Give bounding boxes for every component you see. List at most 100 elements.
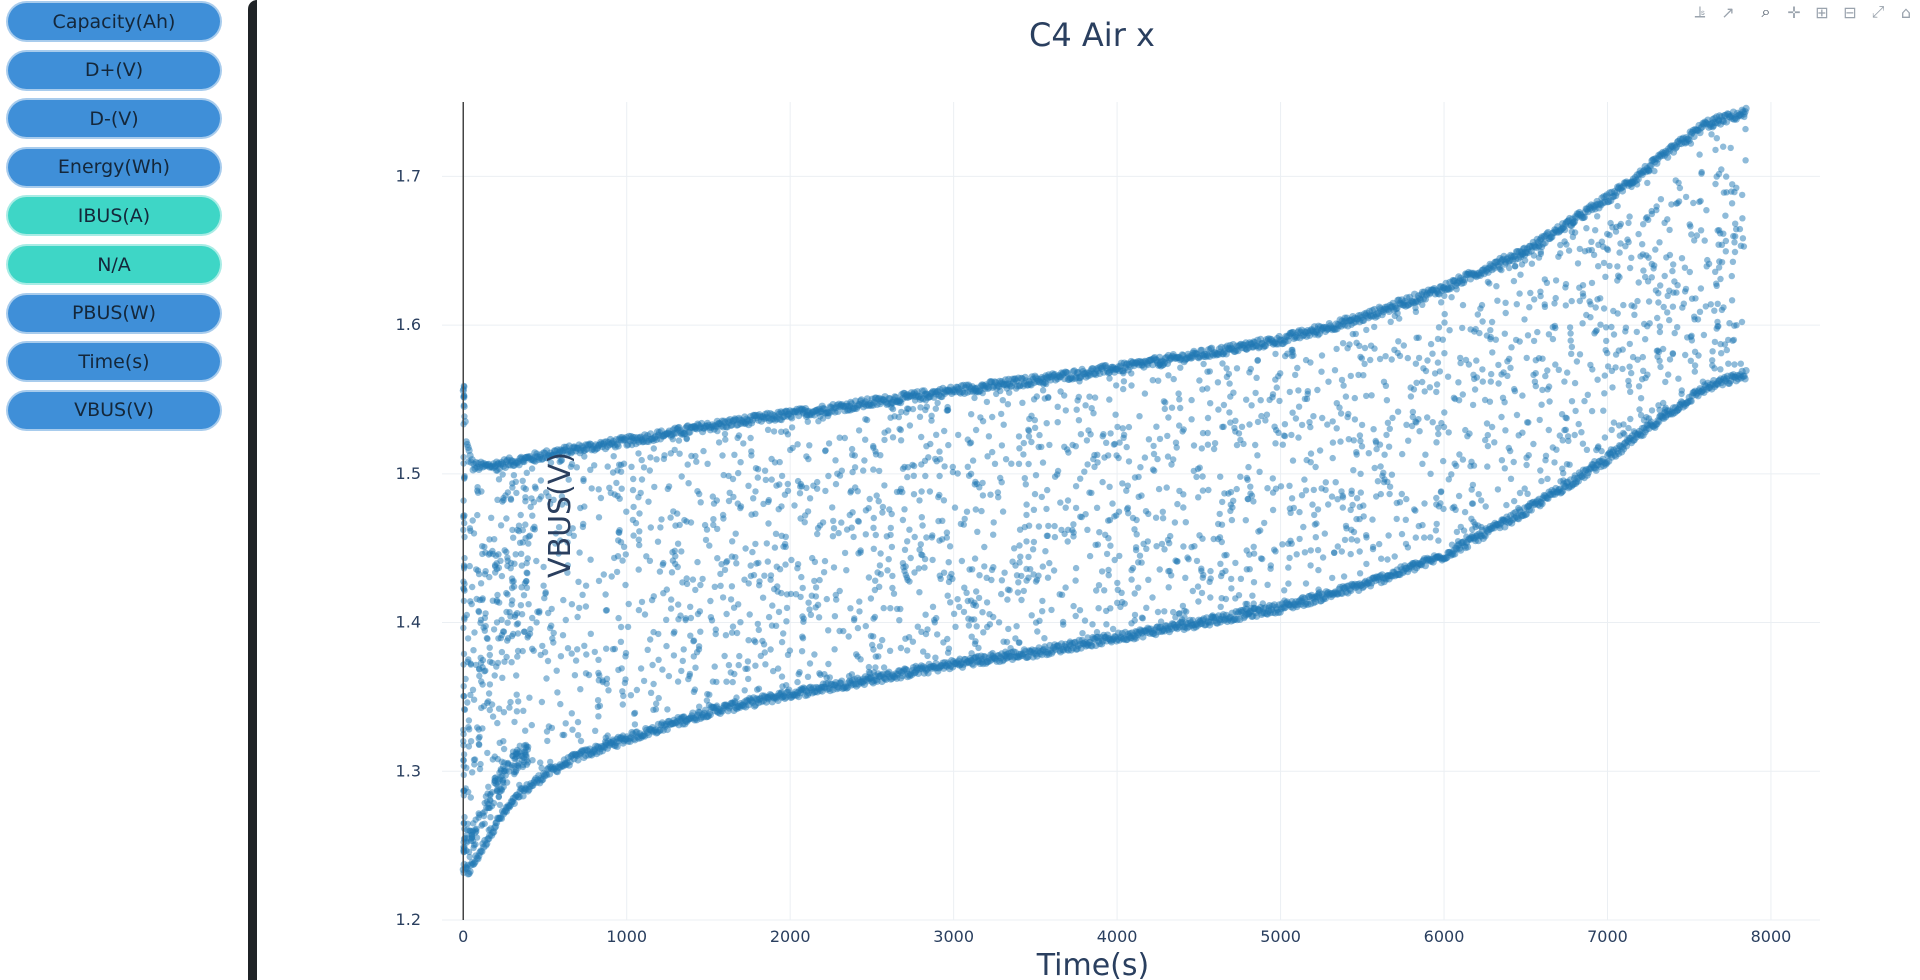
data-point [1662,378,1669,386]
field-button-vbus-v[interactable]: VBUS(V) [6,389,222,431]
data-point [822,487,829,495]
data-point [1058,526,1065,534]
field-button-n-a[interactable]: N/A [6,244,222,285]
data-point [804,673,812,680]
data-point [1630,428,1638,435]
data-point [890,590,898,597]
data-point [1329,574,1336,582]
data-point [1722,212,1729,219]
data-point [1459,301,1467,309]
data-point [1495,361,1502,369]
field-button-d-v[interactable]: D-(V) [6,98,222,140]
data-point [1038,443,1045,451]
data-point [1376,355,1384,363]
data-point [1665,371,1672,378]
data-point [595,669,602,677]
data-point [1515,432,1522,439]
data-point [594,703,602,710]
data-point [1531,378,1539,385]
data-point [889,434,897,441]
data-point [1640,267,1647,274]
data-point [711,583,718,590]
data-point [1598,447,1605,455]
data-point [1103,439,1110,446]
data-point [670,652,678,659]
data-point [728,583,736,590]
field-button-d-v[interactable]: D+(V) [6,49,222,91]
data-point [475,608,483,616]
data-point [1521,485,1528,492]
data-point [1545,331,1553,338]
data-point [995,494,1002,501]
data-point [645,498,652,505]
scatter-chart[interactable]: 0 1000 2000 3000 4000 5000 6000 7000 80001.21.31… [257,0,1920,980]
data-point [786,647,794,654]
data-point [484,749,491,757]
field-button-time-s[interactable]: Time(s) [6,341,222,383]
data-point [918,433,925,441]
data-point [722,436,729,443]
data-point [1094,459,1101,466]
data-point [897,644,905,652]
data-point [1557,478,1564,485]
data-point [995,619,1003,626]
field-button-capacity-ah[interactable]: Capacity(Ah) [6,1,222,42]
data-point [778,416,785,424]
data-point [742,420,749,428]
data-point [1415,522,1423,530]
data-point [1196,464,1203,471]
data-point [1314,506,1322,513]
data-point [714,555,721,562]
data-point [1581,397,1588,405]
data-point [669,436,676,443]
field-button-ibus-a[interactable]: IBUS(A) [6,195,222,237]
data-point [1398,490,1406,498]
data-point [1416,428,1423,435]
data-point [1363,532,1370,539]
data-point [519,792,527,800]
data-point [1170,608,1177,616]
data-point [1464,543,1472,551]
field-button-energy-wh[interactable]: Energy(Wh) [6,146,222,188]
data-point [1737,360,1745,367]
data-point [1214,535,1222,543]
data-point [1562,414,1569,421]
data-point [834,470,841,477]
data-point [1128,566,1135,574]
data-point [597,494,605,502]
field-button-pbus-w[interactable]: PBUS(W) [6,292,222,334]
data-point [1474,311,1482,318]
data-point [1156,361,1163,369]
data-point [1388,471,1396,478]
data-point [1441,350,1448,357]
data-point [1695,352,1702,359]
data-point [559,731,566,739]
sidebar-divider[interactable] [248,0,257,980]
data-point [1508,344,1515,351]
data-point [1176,487,1183,495]
data-point [944,592,951,599]
data-point [594,697,602,704]
data-point [1354,537,1361,544]
data-point [969,457,977,464]
data-point [1261,519,1268,527]
data-point [692,664,699,671]
data-point [1636,406,1643,413]
data-point [1178,616,1186,623]
data-point [936,448,943,455]
data-point [1506,264,1513,272]
data-point [1029,546,1037,553]
data-point [1712,180,1719,188]
data-point [1161,608,1168,615]
data-point [1361,344,1369,352]
data-point [865,505,872,512]
data-point [999,397,1006,404]
data-point [1380,469,1387,476]
data-point [789,444,796,452]
data-point [1664,216,1671,223]
data-point [1123,443,1130,451]
data-point [1603,337,1610,345]
data-point [461,533,468,541]
data-point [613,742,621,751]
data-point [675,601,682,608]
